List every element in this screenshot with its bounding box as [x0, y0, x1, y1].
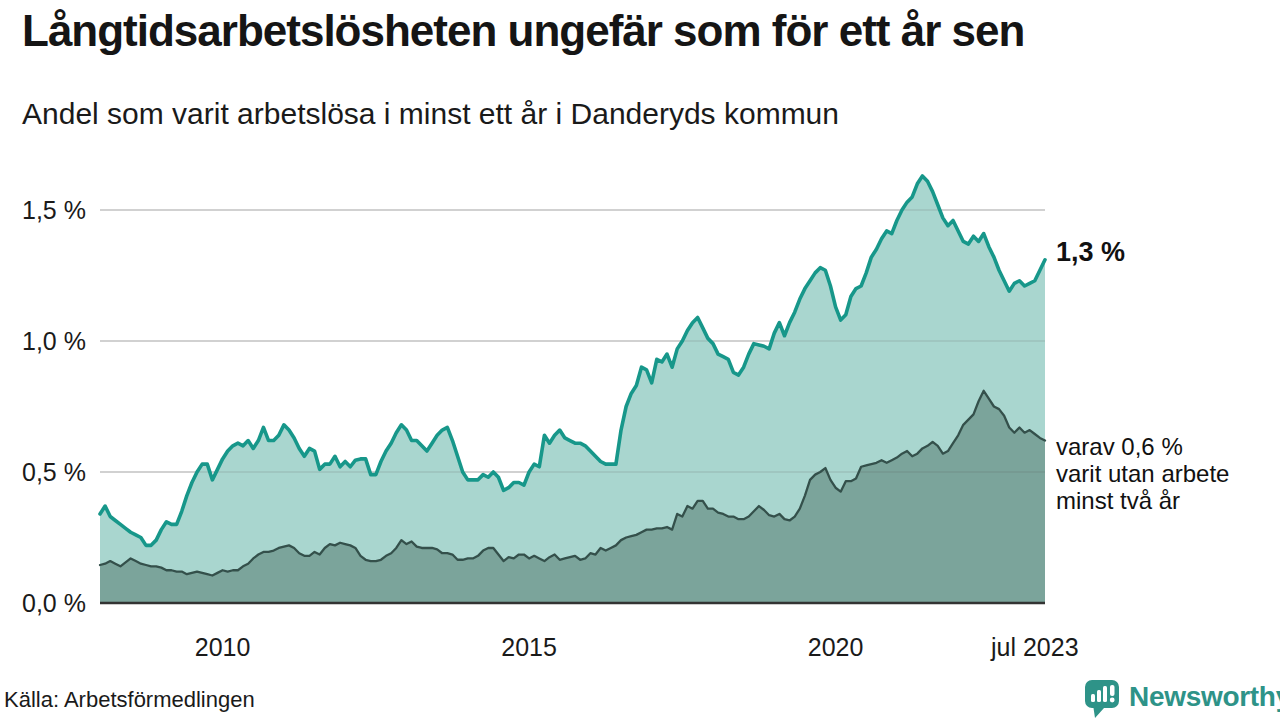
newsworthy-bars-icon: [1083, 679, 1120, 719]
x-axis-tick-jul-2023: jul 2023: [991, 633, 1079, 662]
annotation-line-3: minst två år: [1056, 487, 1229, 514]
secondary-series-annotation: varav 0,6 % varit utan arbete minst två …: [1056, 433, 1229, 514]
source-attribution: Källa: Arbetsförmedlingen: [4, 687, 255, 713]
x-axis-tick-2015: 2015: [501, 633, 557, 662]
x-axis-tick-2010: 2010: [195, 633, 251, 662]
annotation-line-2: varit utan arbete: [1056, 460, 1229, 487]
y-axis-tick-0: 0,0 %: [22, 588, 102, 618]
page-title: Långtidsarbetslösheten ungefär som för e…: [22, 6, 1272, 56]
newsworthy-logo-text: Newsworthy: [1129, 679, 1280, 715]
x-axis-tick-2020: 2020: [808, 633, 864, 662]
annotation-line-1: varav 0,6 %: [1056, 433, 1229, 460]
latest-value-label: 1,3 %: [1056, 237, 1125, 268]
y-axis-tick-05: 0,5 %: [22, 457, 102, 487]
area-chart: [0, 150, 1280, 620]
y-axis-tick-15: 1,5 %: [22, 195, 102, 225]
newsworthy-logo: Newsworthy: [1083, 679, 1280, 719]
y-axis-tick-10: 1,0 %: [22, 326, 102, 356]
page-subtitle: Andel som varit arbetslösa i minst ett å…: [22, 97, 1122, 131]
